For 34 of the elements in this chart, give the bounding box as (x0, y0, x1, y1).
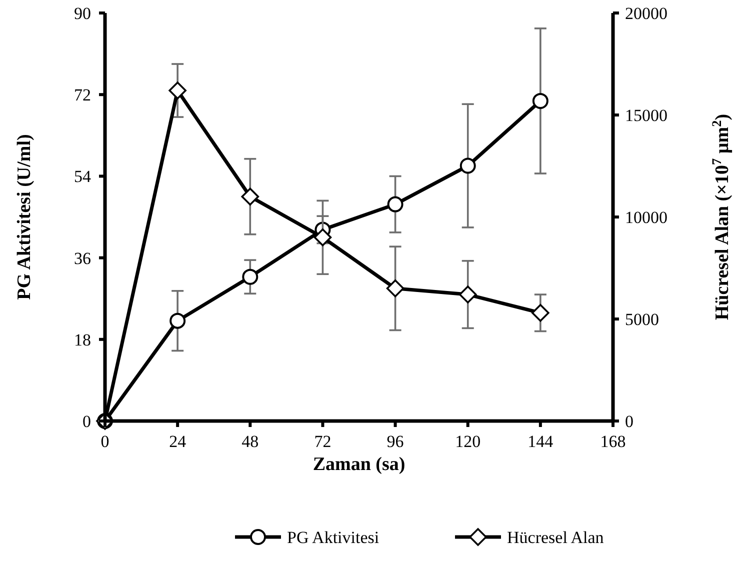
point (387, 196, 404, 212)
legend-label: Hücresel Alan (507, 528, 604, 547)
y-tick-label: 18 (74, 330, 91, 350)
point (460, 158, 476, 174)
point (168, 82, 186, 100)
y-tick-label: 36 (74, 248, 91, 268)
x-tick-label: 120 (455, 432, 481, 451)
y2-tick-label: 0 (625, 412, 634, 431)
x-tick-label: 24 (169, 432, 187, 451)
point (458, 286, 477, 304)
x-tick-label: 0 (100, 432, 110, 451)
x-tick-label: 48 (242, 432, 259, 451)
y2-tick-label: 5000 (625, 310, 659, 329)
point (532, 92, 548, 109)
x-axis-title: Zaman (sa) (312, 454, 406, 475)
y-axis-title: PG Aktivitesi (U/ml) (14, 134, 35, 300)
point (170, 312, 186, 329)
y2-tick-label: 10000 (625, 208, 668, 227)
y-tick-label: 0 (82, 412, 91, 431)
point (532, 304, 550, 322)
x-tick-label: 96 (386, 432, 404, 451)
y2-tick-label: 15000 (625, 106, 668, 125)
point (314, 228, 332, 246)
point (386, 280, 404, 298)
y2-tick-label: 20000 (625, 4, 668, 23)
x-tick-label: 168 (600, 432, 626, 451)
x-tick-label: 144 (528, 432, 554, 451)
y-tick-label: 90 (74, 4, 91, 23)
point (241, 188, 260, 206)
legend-label: PG Aktivitesi (287, 528, 380, 547)
y-tick-label: 72 (74, 86, 91, 105)
x-tick-label: 72 (314, 432, 332, 451)
point (242, 268, 258, 285)
y-tick-label: 54 (74, 167, 92, 186)
